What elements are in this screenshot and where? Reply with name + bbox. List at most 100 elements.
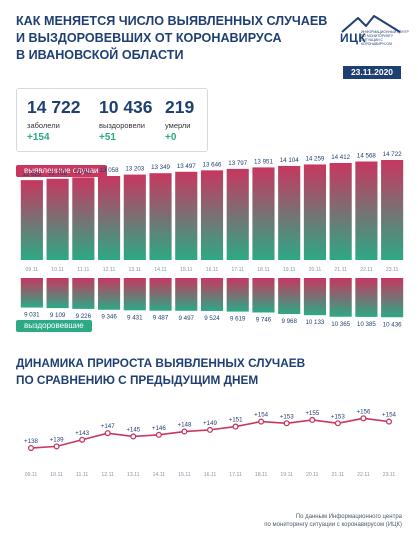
x-tick-label: 09.11: [26, 267, 39, 273]
x-tick-label: 20.11: [309, 267, 322, 273]
cases-bar: [72, 177, 95, 260]
recovered-bar-label: 9 431: [127, 314, 143, 321]
increase-value-label: +148: [177, 422, 191, 429]
increase-value-label: +154: [382, 412, 396, 419]
x-tick-label: 18.11: [257, 267, 270, 273]
recovered-bar-label: 10 365: [331, 321, 350, 328]
footnote-line-1: По данным Информационного центра: [295, 514, 402, 520]
recovered-bar: [381, 278, 404, 318]
cases-bar-label: 13 497: [177, 163, 196, 170]
daily-increase-line-chart: +138 09.11 +139 10.11 +143 11.11 +147 12.11 +145…: [24, 408, 396, 478]
increase-value-label: +149: [203, 420, 217, 427]
cases-label: заболели: [27, 121, 60, 130]
increase-value-label: +139: [50, 436, 64, 443]
x-tick-label: 16.11: [204, 472, 217, 478]
cases-bar: [149, 173, 172, 260]
recovered-bar-label: 10 133: [305, 319, 324, 326]
increase-value-label: +156: [356, 408, 370, 415]
recovered-legend-pill: выздоровевшие: [16, 320, 92, 332]
cases-bar: [46, 178, 69, 260]
x-tick-label: 19.11: [280, 472, 293, 478]
increase-value-label: +153: [331, 413, 345, 420]
recovered-bar: [72, 278, 95, 309]
recovered-bar-label: 10 436: [383, 321, 402, 328]
cases-bar-label: 13 797: [228, 160, 247, 167]
x-tick-label: 21.11: [334, 267, 347, 273]
increase-point: [155, 431, 162, 438]
recovered-bar: [355, 278, 378, 317]
increase-value-label: +146: [152, 425, 166, 432]
cases-bar: [200, 170, 224, 260]
cases-bar: [303, 164, 326, 260]
recovered-bar-label: 9 226: [76, 313, 92, 320]
x-tick-label: 16.11: [206, 267, 219, 273]
increase-point: [309, 416, 316, 424]
recovered-bar-label: 9 031: [24, 312, 40, 319]
increase-value-label: +155: [305, 410, 319, 417]
recovered-bar: [303, 278, 326, 316]
recovered-delta: +51: [99, 132, 116, 143]
recovered-bar-label: 9 968: [281, 318, 297, 325]
cases-total: 14 722: [27, 97, 81, 117]
x-tick-label: 22.11: [360, 267, 373, 273]
title-line-2: И ВЫЗДОРОВЕВШИХ ОТ КОРОНАВИРУСА: [16, 31, 282, 45]
x-tick-label: 19.11: [283, 267, 296, 273]
recovered-label: выздоровели: [99, 121, 145, 130]
x-tick-label: 11.11: [77, 267, 89, 273]
increase-point: [206, 426, 214, 433]
increase-point: [334, 420, 341, 427]
x-tick-label: 11.11: [76, 472, 88, 478]
increase-point: [232, 423, 239, 430]
recovered-bar: [175, 278, 198, 311]
x-tick-label: 12.11: [103, 267, 116, 273]
increase-point: [130, 433, 137, 440]
cases-bar: [175, 171, 198, 260]
increase-point: [283, 420, 290, 427]
x-tick-label: 14.11: [154, 267, 167, 273]
recovered-bar: [46, 278, 69, 309]
x-tick-label: 21.11: [332, 472, 345, 478]
cases-bar-label: 14 412: [331, 154, 350, 161]
x-tick-label: 13.11: [127, 472, 140, 478]
cases-bar-label: 13 349: [151, 164, 170, 171]
cases-bar-label: 13 203: [125, 166, 144, 173]
cases-bar: [252, 167, 275, 260]
x-tick-label: 10.11: [51, 267, 64, 273]
recovered-bar: [226, 278, 249, 312]
cases-delta: +154: [27, 132, 50, 143]
x-tick-label: 14.11: [153, 472, 166, 478]
cases-bar: [98, 175, 121, 260]
logo-icon: [341, 15, 401, 33]
cases-bar-label: 13 646: [203, 161, 222, 168]
increase-value-label: +138: [24, 438, 38, 445]
x-tick-label: 17.11: [231, 267, 244, 273]
increase-point: [104, 430, 111, 437]
cases-bar: [278, 165, 301, 260]
increase-point: [258, 418, 265, 425]
increase-point: [27, 444, 35, 452]
section-title-line-1: ДИНАМИКА ПРИРОСТА ВЫЯВЛЕННЫХ СЛУЧАЕВ: [16, 356, 306, 370]
recovered-bar: [278, 278, 301, 315]
recovered-bar-label: 9 746: [256, 316, 272, 323]
section-title-line-2: ПО СРАВНЕНИЮ С ПРЕДЫДУЩИМ ДНЕМ: [16, 373, 259, 387]
x-tick-label: 09.11: [25, 472, 38, 478]
increase-value-label: +143: [75, 430, 89, 437]
cases-bar: [20, 180, 43, 260]
increase-value-label: +153: [280, 413, 294, 420]
recovered-bar: [149, 278, 172, 311]
cases-bar: [226, 168, 249, 260]
cases-bar-label: 14 104: [280, 157, 299, 164]
x-tick-label: 13.11: [128, 267, 141, 273]
cases-bar: [123, 174, 146, 260]
increase-point: [360, 415, 367, 422]
deaths-label: умерли: [165, 121, 191, 130]
x-tick-label: 12.11: [101, 472, 114, 478]
x-tick-label: 15.11: [178, 472, 191, 478]
recovered-bar-label: 9 487: [153, 315, 169, 322]
x-tick-label: 15.11: [180, 267, 193, 273]
x-tick-label: 23.11: [383, 472, 396, 478]
increase-point: [385, 418, 393, 425]
recovered-bar: [200, 278, 224, 311]
cases-bar-label: 14 722: [383, 151, 402, 158]
recovered-bar-label: 9 497: [179, 315, 195, 322]
